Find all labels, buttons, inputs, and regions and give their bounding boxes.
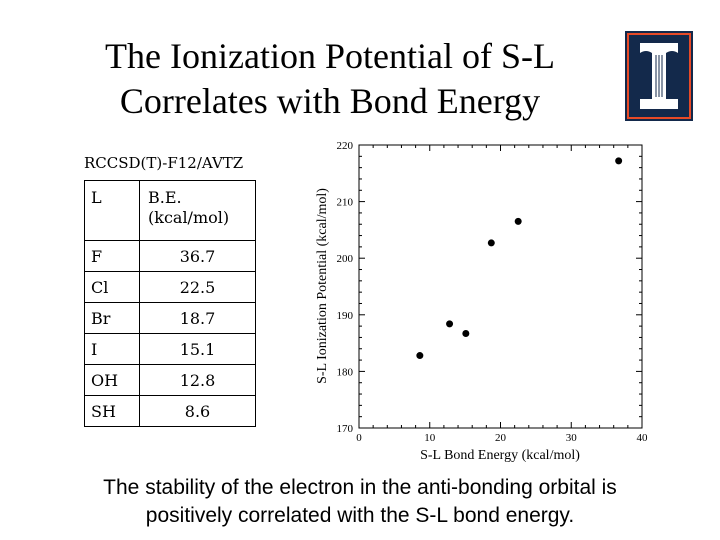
plot-frame (358, 144, 643, 429)
caption-line-2: positively correlated with the S-L bond … (145, 504, 575, 527)
scatter-point (416, 352, 424, 360)
y-tick-label: 210 (337, 197, 354, 209)
method-label: RCCSD(T)-F12/AVTZ (84, 154, 244, 172)
scatter-point (514, 217, 522, 225)
x-tick-label: 30 (566, 432, 578, 444)
scatter-point (615, 157, 623, 165)
bond-energy-cell: 15.1 (139, 333, 256, 365)
scatter-point (487, 239, 495, 247)
x-tick-label: 10 (424, 432, 436, 444)
y-axis-label: S-L Ionization Potential (kcal/mol) (315, 188, 330, 384)
y-tick-label: 190 (337, 310, 354, 322)
scatter-point (462, 329, 470, 337)
ligand-cell: Br (84, 302, 140, 334)
bond-energy-table: L B.E. (kcal/mol) F 36.7 Cl 22.5 Br 18.7… (84, 180, 256, 427)
caption-line-1: The stability of the electron in the ant… (103, 476, 617, 499)
scatter-point (446, 320, 454, 328)
y-tick-label: 170 (337, 423, 354, 435)
logo-border (627, 33, 691, 119)
x-axis-label: S-L Bond Energy (kcal/mol) (420, 448, 580, 463)
table-row: Cl 22.5 (84, 271, 256, 303)
title-line-2: Correlates with Bond Energy (119, 81, 541, 121)
bond-energy-cell: 12.8 (139, 364, 256, 396)
bond-energy-cell: 18.7 (139, 302, 256, 334)
x-tick-label: 40 (637, 432, 649, 444)
ligand-cell: SH (84, 395, 140, 427)
header-bond-energy: B.E. (kcal/mol) (139, 180, 256, 241)
y-tick-label: 220 (337, 140, 354, 152)
table-header-row: L B.E. (kcal/mol) (84, 180, 256, 241)
y-tick-label: 180 (337, 366, 354, 378)
x-tick-label: 0 (356, 432, 362, 444)
table-row: SH 8.6 (84, 395, 256, 427)
x-axis: 0 10 20 30 40 (356, 145, 648, 444)
header-be-line-2: (kcal/mol) (148, 208, 230, 227)
table-row: Br 18.7 (84, 302, 256, 334)
title-line-1: The Ionization Potential of S-L (105, 36, 555, 76)
y-tick-label: 200 (337, 253, 354, 265)
x-tick-label: 20 (495, 432, 507, 444)
header-be-line-1: B.E. (148, 188, 182, 207)
y-axis: 170 180 190 200 210 220 (337, 140, 642, 435)
ligand-cell: I (84, 333, 140, 365)
scatter-chart: 0 10 20 30 40 170 180 190 200 210 220 S-L Bond En… (315, 140, 648, 463)
bond-energy-cell: 36.7 (139, 240, 256, 272)
ligand-cell: Cl (84, 271, 140, 303)
university-logo-icon (625, 31, 693, 121)
table-row: F 36.7 (84, 240, 256, 272)
bond-energy-cell: 8.6 (139, 395, 256, 427)
slide-caption: The stability of the electron in the ant… (30, 474, 690, 530)
slide-title: The Ionization Potential of S-L Correlat… (40, 34, 620, 124)
data-points (416, 157, 623, 360)
table-row: I 15.1 (84, 333, 256, 365)
